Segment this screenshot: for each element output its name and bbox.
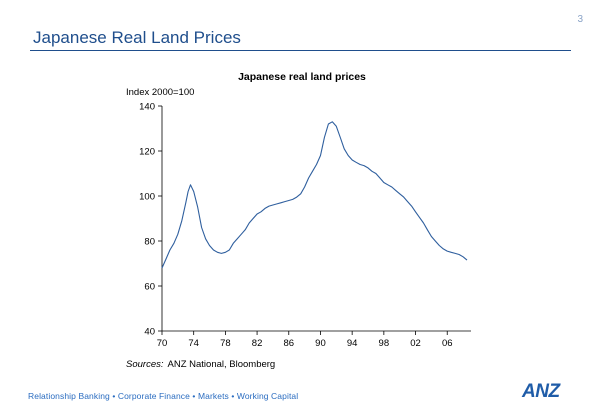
x-tick-label: 74 bbox=[188, 338, 199, 349]
y-tick-label: 120 bbox=[139, 147, 155, 158]
x-tick-label: 86 bbox=[283, 338, 294, 349]
y-axis-label: Index 2000=100 bbox=[126, 87, 194, 98]
title-divider bbox=[30, 50, 571, 51]
y-tick-label: 60 bbox=[144, 282, 155, 293]
page-number: 3 bbox=[577, 14, 583, 25]
source-prefix: Sources: bbox=[126, 359, 164, 370]
y-tick-label: 80 bbox=[144, 237, 155, 248]
x-tick-label: 82 bbox=[252, 338, 263, 349]
slide-title: Japanese Real Land Prices bbox=[33, 28, 241, 47]
series-group bbox=[161, 121, 468, 269]
footer-tagline: Relationship Banking • Corporate Finance… bbox=[28, 391, 299, 401]
y-tick-label: 140 bbox=[139, 102, 155, 113]
x-tick-label: 90 bbox=[315, 338, 326, 349]
y-tick-group: 40 60 80 100 120 140 bbox=[139, 102, 162, 338]
x-tick-label: 98 bbox=[379, 338, 390, 349]
y-tick-label: 40 bbox=[144, 327, 155, 338]
x-tick-label: 02 bbox=[410, 338, 421, 349]
x-tick-label: 06 bbox=[442, 338, 453, 349]
source-note: Sources: ANZ National, Bloomberg bbox=[126, 359, 275, 370]
series-line bbox=[161, 121, 468, 269]
y-tick-label: 100 bbox=[139, 192, 155, 203]
x-tick-group: 70 74 78 82 86 90 94 98 02 06 bbox=[157, 331, 453, 349]
x-tick-label: 94 bbox=[347, 338, 358, 349]
anz-logo: ANZ bbox=[522, 381, 560, 402]
chart-axes bbox=[161, 106, 471, 332]
x-tick-label: 70 bbox=[157, 338, 168, 349]
chart-title: Japanese real land prices bbox=[238, 71, 366, 83]
source-text: ANZ National, Bloomberg bbox=[168, 359, 276, 370]
x-tick-label: 78 bbox=[220, 338, 231, 349]
